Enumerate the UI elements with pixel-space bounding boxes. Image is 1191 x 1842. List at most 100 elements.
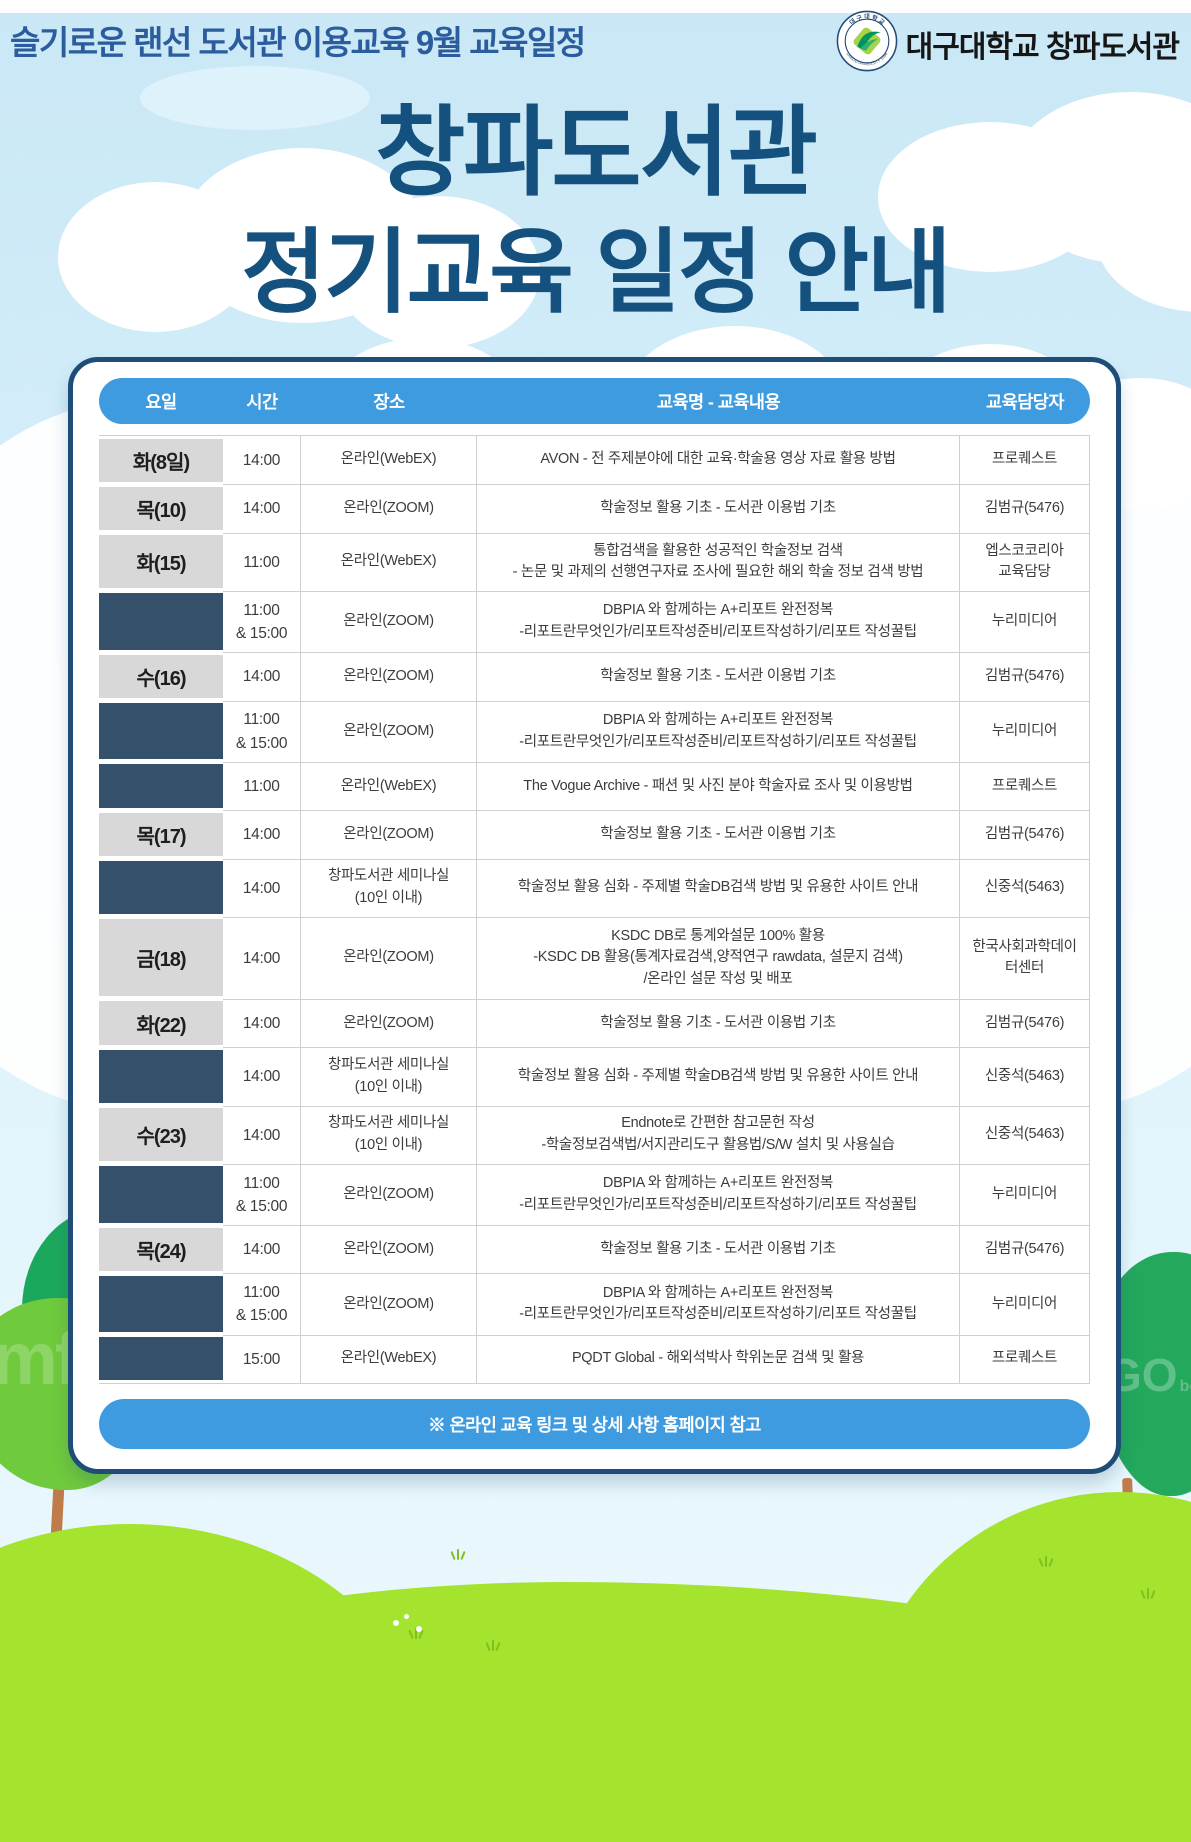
- day-cell: [99, 1047, 223, 1105]
- cell-line: 엡스코코리아: [985, 542, 1064, 559]
- cell-line: 김범규(5476): [984, 1240, 1065, 1257]
- cell-line: 온라인(ZOOM): [343, 722, 434, 739]
- time-cell: 14:00: [223, 652, 301, 701]
- cell-line: 온라인(ZOOM): [343, 668, 434, 685]
- column-header-day: 요일: [145, 391, 177, 412]
- cell-line: 14:00: [242, 451, 281, 469]
- place-cell: 온라인(ZOOM): [301, 916, 477, 999]
- cell-line: (10인 이내): [354, 1137, 423, 1154]
- place-cell: 온라인(ZOOM): [301, 810, 477, 859]
- cell-line: & 15:00: [235, 734, 288, 752]
- grass-tuft: [1140, 1588, 1156, 1600]
- cell-line: 누리미디어: [991, 1186, 1058, 1202]
- cell-line: Endnote로 간편한 참고문헌 작성: [621, 1115, 815, 1132]
- cell-line: - 논문 및 과제의 선행연구자료 조사에 필요한 해외 학술 정보 검색 방법: [512, 564, 924, 581]
- table-row: 수(23) 14:00 창파도서관 세미나실 (10인 이내) Endnote로 …: [99, 1105, 1090, 1164]
- watermark: mf: [0, 1317, 79, 1400]
- manager-cell: 신중석(5463): [960, 1105, 1090, 1164]
- course-cell: 학술정보 활용 기초 - 도서관 이용법 기초: [477, 484, 960, 533]
- table-header: 요일 시간 장소 교육명 - 교육내용 교육담당자: [99, 378, 1090, 424]
- grass-tuft: [450, 1549, 466, 1561]
- cell-line: 창파도서관 세미나실: [327, 1057, 450, 1074]
- organization-header: 대 구 대 학 교 DAEGU UNIVERSITY 1956 대구대학교 창파…: [836, 10, 1180, 77]
- place-cell: 온라인(ZOOM): [301, 484, 477, 533]
- cell-line: 누리미디어: [991, 1295, 1058, 1312]
- day-cell: 목(10): [99, 484, 223, 532]
- cell-line: 온라인(WebEX): [340, 777, 437, 794]
- notice-text: ※ 온라인 교육 링크 및 상세 사항 홈페이지 참고: [428, 1414, 761, 1435]
- cell-line: 14:00: [242, 1068, 281, 1086]
- table-row: 14:00 창파도서관 세미나실 (10인 이내) 학술정보 활용 심화 - 주제…: [99, 1047, 1090, 1106]
- cell-line: 온라인(ZOOM): [343, 825, 434, 842]
- grass-tuft: [485, 1640, 501, 1652]
- main-title-line2: 정기교육 일정 안내: [241, 221, 951, 324]
- time-cell: 11:00 & 15:00: [223, 1273, 301, 1335]
- cell-line: 14:00: [242, 1126, 281, 1144]
- manager-cell: 김범규(5476): [960, 652, 1090, 701]
- time-cell: 11:00: [223, 761, 301, 811]
- cell-line: & 15:00: [235, 1307, 288, 1325]
- cell-line: 프로퀘스트: [991, 777, 1058, 794]
- table-row: 11:00 & 15:00 온라인(ZOOM) DBPIA 와 함께하는 A+리포…: [99, 590, 1090, 653]
- time-cell: 11:00 & 15:00: [223, 590, 301, 653]
- cell-line: 15:00: [242, 1350, 281, 1368]
- course-cell: 학술정보 활용 기초 - 도서관 이용법 기초: [477, 998, 960, 1048]
- column-header-place: 장소: [373, 391, 405, 412]
- day-cell: 수(23): [99, 1106, 223, 1164]
- day-cell: 목(24): [99, 1225, 223, 1273]
- place-cell: 온라인(WebEX): [301, 436, 477, 485]
- cell-line: 통합검색을 활용한 성공적인 학술정보 검색: [593, 542, 843, 559]
- day-cell: 화(22): [99, 999, 223, 1047]
- cell-line: 김범규(5476): [984, 825, 1065, 842]
- day-cell: [99, 859, 223, 917]
- day-cell: [99, 762, 223, 810]
- table-row: 금(18) 14:00 온라인(ZOOM) KSDC DB로 통계와설문 100…: [99, 916, 1090, 999]
- manager-cell: 신중석(5463): [960, 858, 1090, 917]
- table-row: 11:00 온라인(WebEX) The Vogue Archive - 패션 …: [99, 761, 1090, 811]
- cell-line: 창파도서관 세미나실: [327, 1115, 450, 1132]
- column-header-manager: 교육담당자: [986, 391, 1065, 412]
- cell-line: & 15:00: [235, 1197, 288, 1215]
- cell-line: /온라인 설문 작성 및 배포: [643, 971, 793, 988]
- day-cell: 목(17): [99, 810, 223, 858]
- manager-cell: 김범규(5476): [960, 484, 1090, 533]
- day-cell: [99, 701, 223, 762]
- time-cell: 14:00: [223, 1047, 301, 1106]
- course-cell: 학술정보 활용 기초 - 도서관 이용법 기초: [477, 1225, 960, 1274]
- cloud: [140, 66, 370, 130]
- place-cell: 창파도서관 세미나실 (10인 이내): [301, 1105, 477, 1164]
- course-cell: PQDT Global - 해외석박사 학위논문 검색 및 활용: [477, 1334, 960, 1383]
- table-row: 14:00 창파도서관 세미나실 (10인 이내) 학술정보 활용 심화 - 주제…: [99, 858, 1090, 917]
- organization-name: 대구대학교 창파도서관: [905, 30, 1180, 64]
- cell-line: 학술정보 활용 심화 - 주제별 학술DB검색 방법 및 유용한 사이트 안내: [517, 879, 919, 896]
- cell-line: 11:00: [243, 777, 280, 795]
- place-cell: 온라인(ZOOM): [301, 652, 477, 701]
- cell-line: 온라인(ZOOM): [343, 949, 434, 966]
- cell-line: 온라인(ZOOM): [343, 500, 434, 517]
- table-row: 화(22) 14:00 온라인(ZOOM) 학술정보 활용 기초 - 도서관 이…: [99, 998, 1090, 1048]
- place-cell: 온라인(WebEX): [301, 532, 477, 591]
- cell-line: DBPIA 와 함께하는 A+리포트 완전정복: [602, 1175, 834, 1192]
- cell-line: 온라인(ZOOM): [343, 1295, 434, 1312]
- cell-line: 11:00: [243, 1174, 280, 1192]
- cell-line: & 15:00: [235, 625, 288, 643]
- cell-line: DBPIA 와 함께하는 A+리포트 완전정복: [602, 711, 834, 728]
- cell-line: 온라인(WebEX): [340, 1350, 437, 1367]
- table-row: 목(10) 14:00 온라인(ZOOM) 학술정보 활용 기초 - 도서관 이…: [99, 484, 1090, 533]
- manager-cell: 누리미디어: [960, 1163, 1090, 1225]
- day-cell: 화(8일): [99, 436, 223, 484]
- day-cell: 수(16): [99, 652, 223, 700]
- cell-line: 온라인(WebEX): [340, 451, 437, 468]
- cell-line: -리포트란무엇인가/리포트작성준비/리포트작성하기/리포트 작성꿀팁: [519, 1196, 917, 1213]
- cell-line: 14:00: [242, 826, 281, 844]
- course-cell: Endnote로 간편한 참고문헌 작성 -학술정보검색법/서지관리도구 활용법/…: [477, 1105, 960, 1164]
- place-cell: 온라인(ZOOM): [301, 998, 477, 1048]
- time-cell: 11:00 & 15:00: [223, 1163, 301, 1225]
- cell-line: 교육담당: [998, 564, 1051, 581]
- day-cell: [99, 591, 223, 652]
- cell-line: 신중석(5463): [984, 1068, 1065, 1084]
- place-cell: 창파도서관 세미나실 (10인 이내): [301, 858, 477, 917]
- time-cell: 14:00: [223, 1225, 301, 1274]
- table-row: 11:00 & 15:00 온라인(ZOOM) DBPIA 와 함께하는 A+리포…: [99, 700, 1090, 762]
- table-row: 15:00 온라인(WebEX) PQDT Global - 해외석박사 학위논…: [99, 1334, 1090, 1383]
